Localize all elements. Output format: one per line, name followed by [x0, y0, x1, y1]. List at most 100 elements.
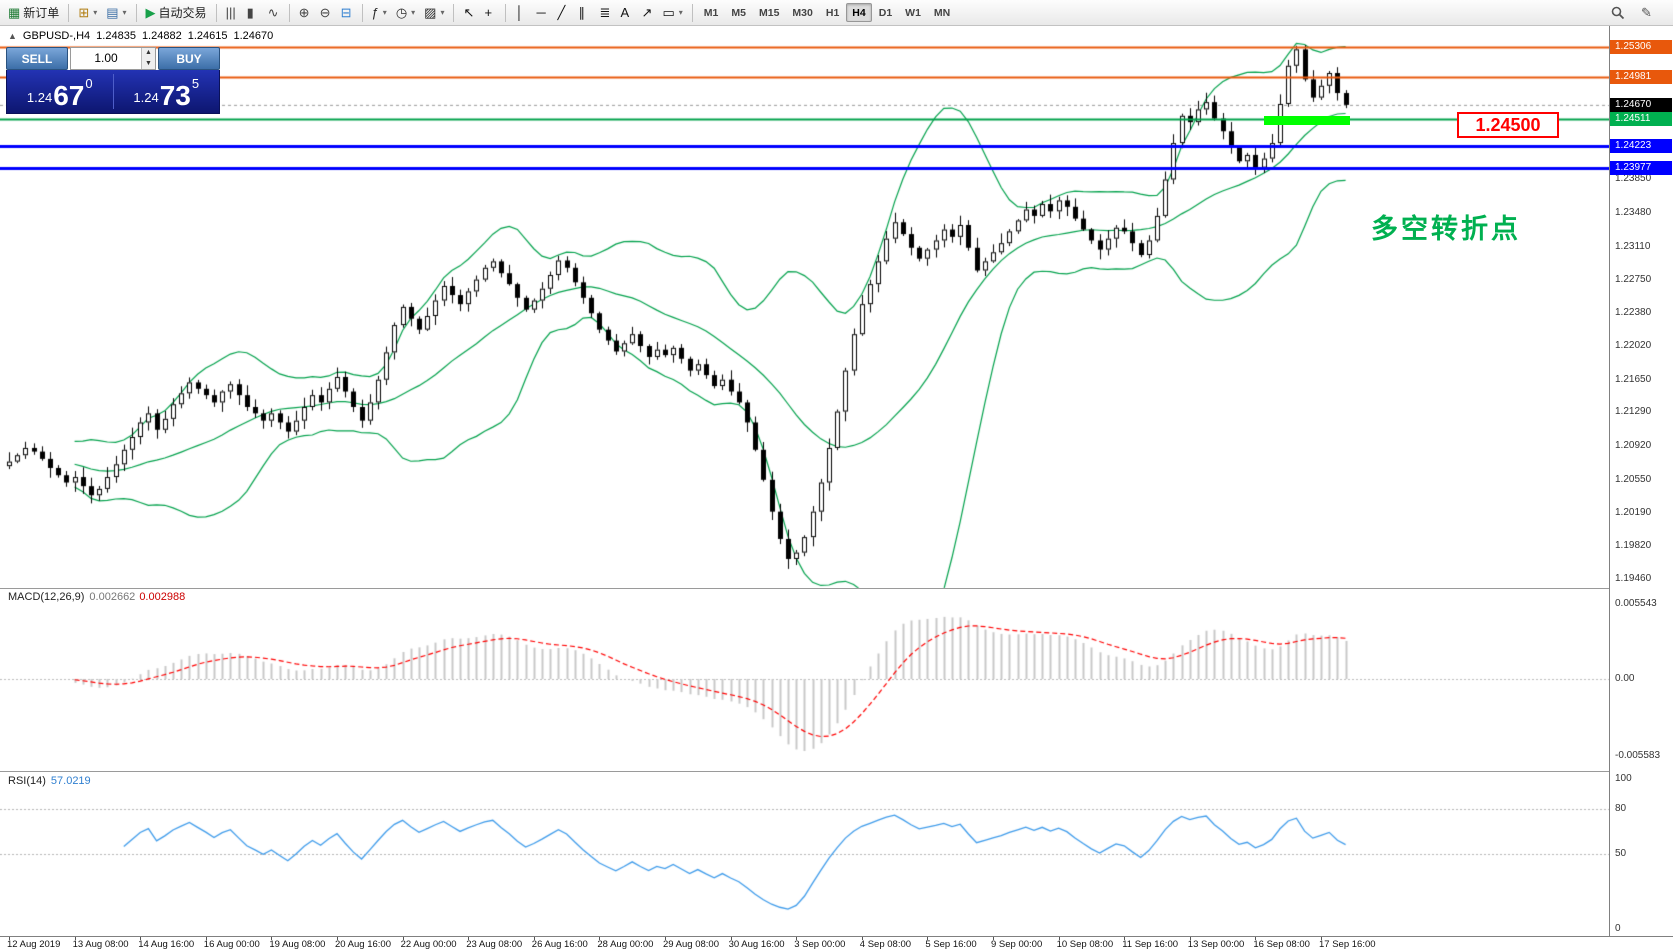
- search-icon[interactable]: [1607, 3, 1629, 23]
- toolbar-separator: [453, 3, 455, 22]
- trendline-button[interactable]: ╱: [553, 3, 573, 23]
- timeframe-m1-button[interactable]: M1: [698, 3, 725, 22]
- chevron-down-icon: ▾: [678, 8, 683, 17]
- zoom-out-button[interactable]: ⊖: [316, 3, 336, 23]
- timeframe-w1-button[interactable]: W1: [899, 3, 927, 22]
- rsi-axis-tick: 80: [1615, 803, 1627, 814]
- time-axis-tick: [468, 937, 470, 940]
- candlestick-button[interactable]: ▮: [243, 3, 263, 23]
- volume-input[interactable]: 1.00 ▲ ▼: [70, 47, 156, 70]
- zoom-in-button[interactable]: ⊕: [295, 3, 315, 23]
- tile-windows-icon: ⊟: [340, 5, 352, 20]
- time-axis[interactable]: 12 Aug 2019 13 Aug 08:00 14 Aug 16:00 16 Au…: [0, 936, 1673, 949]
- candlestick-icon: ▮: [246, 5, 254, 20]
- time-axis-label: 13 Sep 00:00: [1187, 939, 1245, 949]
- fibonacci-icon: ≣: [599, 5, 611, 20]
- cursor-button[interactable]: ↖: [459, 3, 479, 23]
- chevron-down-icon: ▾: [122, 8, 127, 17]
- new-order-button[interactable]: ▦ 新订单: [4, 3, 63, 23]
- line-price-label: 1.24223: [1610, 138, 1672, 153]
- time-axis-label: 30 Aug 16:00: [728, 939, 785, 949]
- macd-axis-tick: 0.00: [1615, 673, 1635, 684]
- text-icon: A: [620, 5, 630, 20]
- sell-button[interactable]: SELL: [6, 47, 68, 70]
- pane-separator[interactable]: [0, 771, 1673, 772]
- line-chart-icon: ∿: [267, 5, 279, 20]
- highlight-segment[interactable]: [1264, 116, 1350, 125]
- time-axis-tick: [1189, 937, 1191, 940]
- toolbar-separator: [135, 3, 137, 22]
- time-axis-label: 4 Sep 08:00: [859, 939, 912, 949]
- buy-button[interactable]: BUY: [158, 47, 220, 70]
- price-axis-tick: 1.23480: [1615, 207, 1652, 219]
- timeframe-m30-button[interactable]: M30: [786, 3, 818, 22]
- timeframe-h1-button[interactable]: H1: [820, 3, 845, 22]
- crosshair-button[interactable]: +: [480, 3, 500, 23]
- timeframe-m5-button[interactable]: M5: [725, 3, 752, 22]
- new-chart-button[interactable]: ⊞ ▾: [74, 3, 101, 23]
- ohlc-open: 1.24835: [96, 30, 136, 42]
- indicators-button[interactable]: ƒ ▾: [368, 3, 391, 23]
- text-button[interactable]: A: [616, 3, 636, 23]
- time-axis-label: 23 Aug 08:00: [466, 939, 523, 949]
- bar-chart-button[interactable]: |||: [222, 3, 242, 23]
- chevron-down-icon[interactable]: ▼: [142, 58, 155, 69]
- price-axis-tick: 1.20190: [1615, 506, 1652, 518]
- ohlc-close: 1.24670: [233, 30, 274, 42]
- fibonacci-button[interactable]: ≣: [595, 3, 615, 23]
- price-divider: [112, 74, 114, 109]
- new-order-icon: ▦: [8, 5, 21, 20]
- price-axis-tick: 1.19820: [1615, 540, 1652, 552]
- timeframe-d1-button[interactable]: D1: [873, 3, 898, 22]
- time-axis-label: 12 Aug 2019: [7, 939, 61, 949]
- price-target-label[interactable]: 1.24500: [1457, 112, 1559, 138]
- sell-price-big: 67: [53, 80, 85, 112]
- chart-plot-canvas[interactable]: [0, 26, 1609, 936]
- price-axis-tick: 1.19460: [1615, 572, 1652, 584]
- channel-button[interactable]: ∥: [574, 3, 594, 23]
- rsi-axis-tick: 50: [1615, 848, 1627, 859]
- timeframe-m15-button[interactable]: M15: [753, 3, 785, 22]
- horizontal-line-icon: ─: [536, 5, 546, 20]
- time-axis-tick: [271, 937, 273, 940]
- templates-button[interactable]: ▨ ▾: [420, 3, 448, 23]
- pane-separator[interactable]: [0, 588, 1673, 589]
- sell-price-pipette: 0: [85, 76, 93, 91]
- profiles-button[interactable]: ▤ ▾: [102, 3, 130, 23]
- price-axis-tick: 1.21650: [1615, 373, 1652, 385]
- periods-button[interactable]: ◷ ▾: [392, 3, 419, 23]
- ohlc-high: 1.24882: [141, 30, 182, 42]
- buy-price-pipette: 5: [191, 76, 200, 91]
- line-chart-button[interactable]: ∿: [264, 3, 284, 23]
- community-icon[interactable]: ✎: [1637, 3, 1657, 23]
- time-axis-tick: [205, 937, 207, 940]
- rsi-axis-tick: 100: [1615, 773, 1632, 784]
- macd-signal-value: 0.002988: [139, 591, 186, 603]
- volume-stepper[interactable]: ▲ ▼: [141, 48, 155, 69]
- trendline-icon: ╱: [557, 5, 566, 20]
- periods-icon: ◷: [395, 5, 408, 20]
- time-axis-tick: [861, 937, 863, 940]
- toolbar-separator: [68, 3, 70, 22]
- time-axis-label: 3 Sep 00:00: [794, 939, 846, 949]
- horizontal-line-button[interactable]: ─: [532, 3, 552, 23]
- price-axis[interactable]: 1.23850 1.23480 1.23110 1.22750 1.22380 1.220…: [1609, 26, 1673, 936]
- tile-windows-button[interactable]: ⊟: [337, 3, 357, 23]
- time-axis-label: 10 Sep 08:00: [1056, 939, 1114, 949]
- chevron-up-icon[interactable]: ▲: [142, 48, 155, 59]
- one-click-toggle-icon[interactable]: ▲: [8, 31, 17, 41]
- buy-price-big: 73: [159, 80, 191, 112]
- price-axis-tick: 1.22380: [1615, 307, 1652, 319]
- time-axis-tick: [796, 937, 798, 940]
- sell-price-display[interactable]: 1.24 67 0: [7, 70, 113, 113]
- time-axis-tick: [665, 937, 666, 940]
- buy-price-display[interactable]: 1.24 73 5: [114, 70, 220, 113]
- timeframe-mn-button[interactable]: MN: [928, 3, 956, 22]
- timeframe-h4-button[interactable]: H4: [846, 3, 872, 22]
- autotrading-button[interactable]: ▶ 自动交易: [142, 3, 211, 23]
- chart-annotation-text[interactable]: 多空转折点: [1371, 214, 1521, 244]
- chevron-down-icon: ▾: [93, 8, 98, 17]
- shapes-button[interactable]: ▭ ▾: [658, 3, 686, 23]
- arrows-button[interactable]: ↗: [637, 3, 657, 23]
- vertical-line-button[interactable]: │: [511, 3, 531, 23]
